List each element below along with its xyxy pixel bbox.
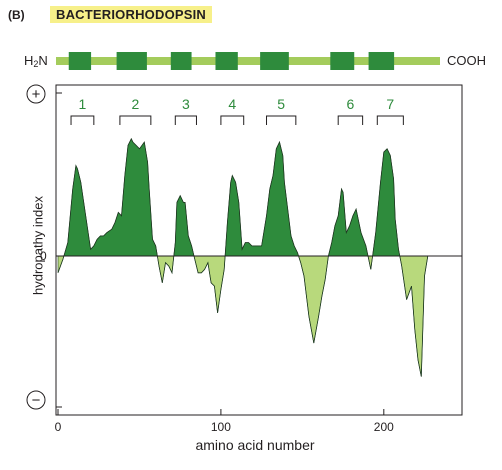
positive-circle-icon	[26, 84, 46, 104]
hydropathy-area-segment-8	[328, 187, 369, 257]
hydropathy-line	[57, 137, 429, 377]
n-terminus-h: H	[24, 53, 34, 68]
topology-helix-1	[68, 52, 92, 70]
plot-frame	[55, 84, 463, 416]
helix-label-3: 3	[182, 96, 190, 112]
chart-title: BACTERIORHODOPSIN	[50, 6, 213, 23]
helix-label-5: 5	[277, 96, 285, 112]
helix-bracket-1	[70, 115, 95, 125]
helix-bracket-6	[337, 115, 364, 125]
helix-bracket-5	[266, 115, 297, 125]
topology-helix-3	[170, 52, 192, 70]
positive-sign: +	[32, 86, 41, 103]
helix-bracket-3	[174, 115, 197, 125]
helix-bracket-2	[119, 115, 152, 125]
hydropathy-area-segment-5	[193, 255, 226, 313]
x-axis-label: amino acid number	[195, 437, 315, 453]
topology-helix-4	[215, 52, 238, 70]
x-tick-label-100: 100	[211, 420, 231, 434]
y-axis-label: hydropathy index	[30, 196, 46, 296]
n-terminus-subscript: 2	[33, 59, 39, 69]
helix-bracket-7	[376, 115, 404, 125]
topology-helix-6	[330, 52, 355, 70]
helix-bracket-4	[220, 115, 245, 125]
negative-sign: −	[32, 392, 41, 409]
helix-label-1: 1	[79, 96, 87, 112]
plot-area	[56, 137, 462, 377]
axes: 0 100 200 + −	[26, 84, 394, 434]
topology-loop-bar	[56, 57, 440, 65]
helix-label-2: 2	[131, 96, 139, 112]
c-terminus-label: COOH	[447, 53, 486, 68]
n-terminus-label: H2N	[24, 53, 48, 69]
hydropathy-area-segment-10	[372, 148, 401, 257]
helix-label-4: 4	[228, 96, 236, 112]
hydropathy-area-segment-7	[298, 255, 329, 344]
topology-helix-2	[116, 52, 147, 70]
topology-helix-7	[368, 52, 395, 70]
x-tick-label-0: 0	[55, 420, 62, 434]
helix-label-7: 7	[386, 96, 394, 112]
panel-label: (B)	[8, 8, 25, 22]
y-tick-zero: 0	[40, 249, 47, 263]
negative-circle-icon	[26, 390, 46, 410]
topology-helix-5	[260, 52, 289, 70]
n-terminus-n: N	[38, 53, 48, 68]
helix-brackets: 1 2 3 4 5 6 7	[70, 96, 404, 125]
topology-bar	[56, 52, 440, 70]
hydropathy-area-segment-2	[63, 138, 158, 257]
helix-label-6: 6	[347, 96, 355, 112]
hydropathy-area-segment-6	[224, 141, 300, 257]
x-tick-label-200: 200	[374, 420, 394, 434]
